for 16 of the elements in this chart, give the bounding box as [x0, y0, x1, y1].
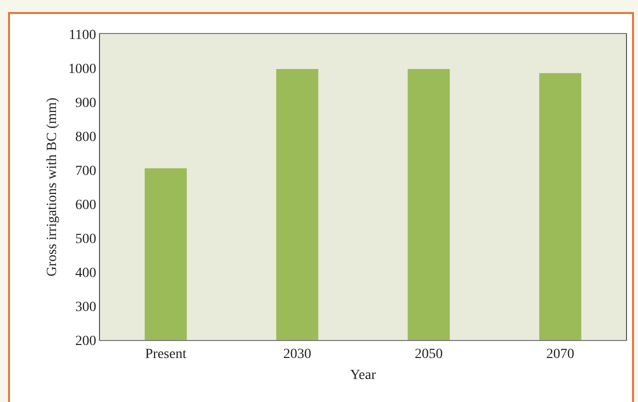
- y-tick-label: 700: [75, 164, 96, 179]
- y-tick-label: 300: [75, 300, 96, 315]
- y-tick-label: 900: [75, 96, 96, 111]
- x-tick-label: 2030: [283, 346, 312, 362]
- y-tick-label: 1000: [68, 62, 96, 77]
- y-tick-label: 600: [75, 198, 96, 213]
- y-tick-label: 500: [75, 232, 96, 247]
- y-tick-label: 400: [75, 266, 96, 281]
- y-tick-label: 800: [75, 130, 96, 145]
- y-tick-label: 200: [75, 334, 96, 349]
- y-tick-label: 1100: [68, 28, 96, 43]
- y-axis-title: Gross irrigations with BC (mm): [44, 97, 60, 276]
- x-tick-label: 2070: [546, 346, 574, 362]
- x-axis-title: Year: [350, 368, 376, 384]
- x-tick-label: Present: [145, 346, 186, 362]
- x-tick-label: 2050: [414, 346, 443, 362]
